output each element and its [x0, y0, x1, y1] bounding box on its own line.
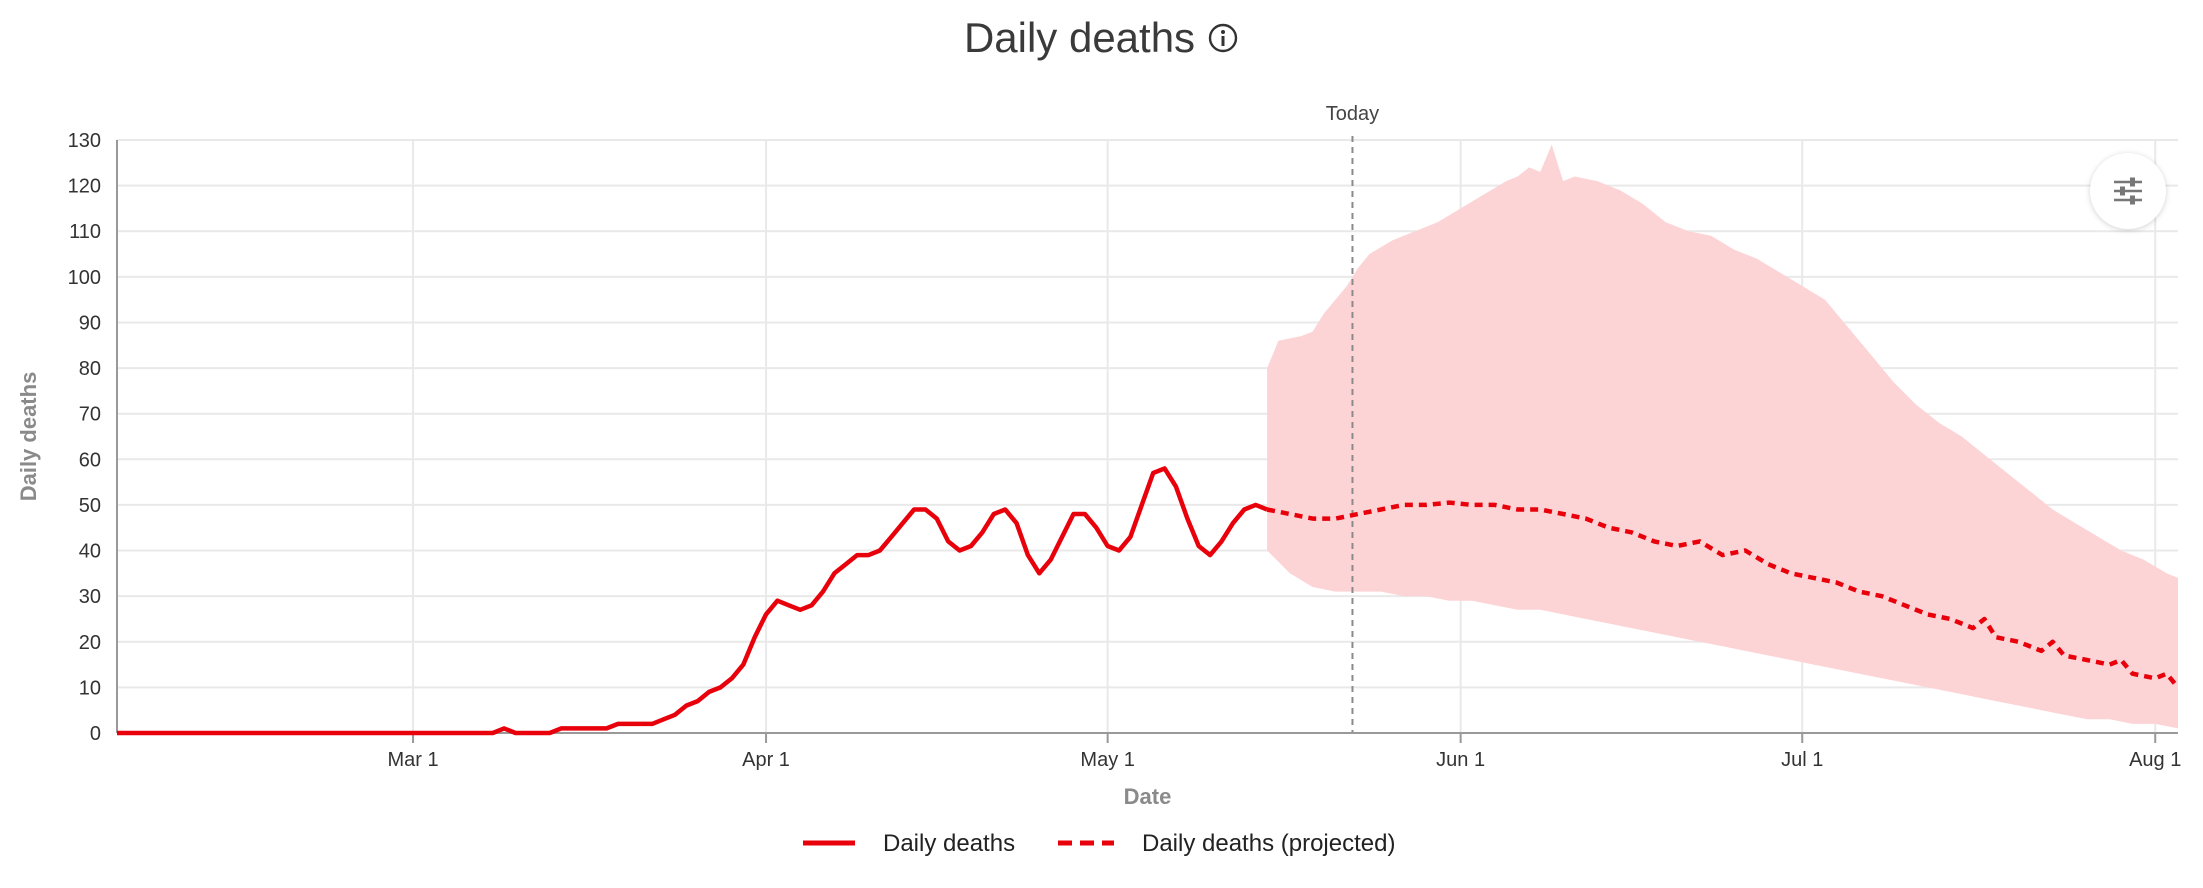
y-tick-label: 120	[68, 176, 101, 198]
legend-item-daily-deaths[interactable]: Daily deaths	[803, 830, 1015, 857]
y-tick-label: 70	[79, 404, 101, 426]
x-tick-label: Aug 1	[2129, 749, 2181, 771]
x-tick-label: Jul 1	[1781, 749, 1823, 771]
y-tick-label: 60	[79, 449, 101, 471]
y-tick-label: 20	[79, 632, 101, 654]
y-tick-label: 130	[68, 130, 101, 152]
series-line-daily-deaths	[117, 466, 1268, 736]
y-tick-label: 90	[79, 312, 101, 334]
chart-title: Daily deaths	[963, 14, 1196, 61]
projection-interval-band	[1267, 144, 2178, 729]
y-tick-label: 80	[79, 358, 101, 380]
y-tick-label: 0	[90, 723, 101, 745]
series-line-daily-deaths-projected	[1266, 500, 2180, 689]
chart-settings-button[interactable]	[2090, 153, 2166, 229]
legend-item-daily-deaths-projected[interactable]: Daily deaths (projected)	[1058, 830, 1395, 857]
y-tick-label: 10	[79, 677, 101, 699]
sliders-icon	[2114, 177, 2142, 205]
x-tick-label: May 1	[1080, 749, 1134, 771]
legend: Daily deaths Daily deaths (projected)	[803, 830, 1395, 857]
y-tick-label: 110	[69, 221, 101, 243]
y-tick-label: 50	[79, 495, 101, 517]
x-axis-label: Date	[1124, 784, 1172, 809]
legend-label-daily-deaths: Daily deaths	[883, 830, 1015, 857]
y-tick-label: 100	[68, 267, 101, 289]
x-tick-label: Apr 1	[742, 749, 790, 771]
y-tick-label: 30	[79, 586, 101, 608]
chart-title-wrap: Daily deaths	[0, 14, 2203, 62]
x-tick-label: Jun 1	[1436, 749, 1485, 771]
x-tick-label: Mar 1	[387, 749, 438, 771]
y-axis-label: Daily deaths	[16, 372, 41, 502]
legend-label-daily-deaths-projected: Daily deaths (projected)	[1142, 830, 1395, 857]
today-marker-label: Today	[1326, 103, 1379, 125]
x-tick-labels: Mar 1 Apr 1 May 1 Jun 1 Jul 1 Aug 1	[387, 749, 2181, 771]
y-tick-label: 40	[79, 541, 101, 563]
y-tick-labels: 0 10 20 30 40 50 60 70 80 90 100 110 120 130	[68, 130, 101, 745]
info-icon[interactable]	[1207, 22, 1239, 54]
